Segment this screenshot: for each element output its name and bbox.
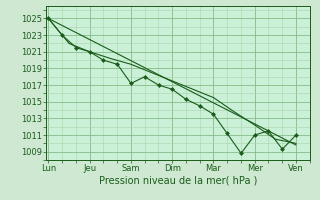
X-axis label: Pression niveau de la mer( hPa ): Pression niveau de la mer( hPa ) bbox=[99, 176, 258, 186]
